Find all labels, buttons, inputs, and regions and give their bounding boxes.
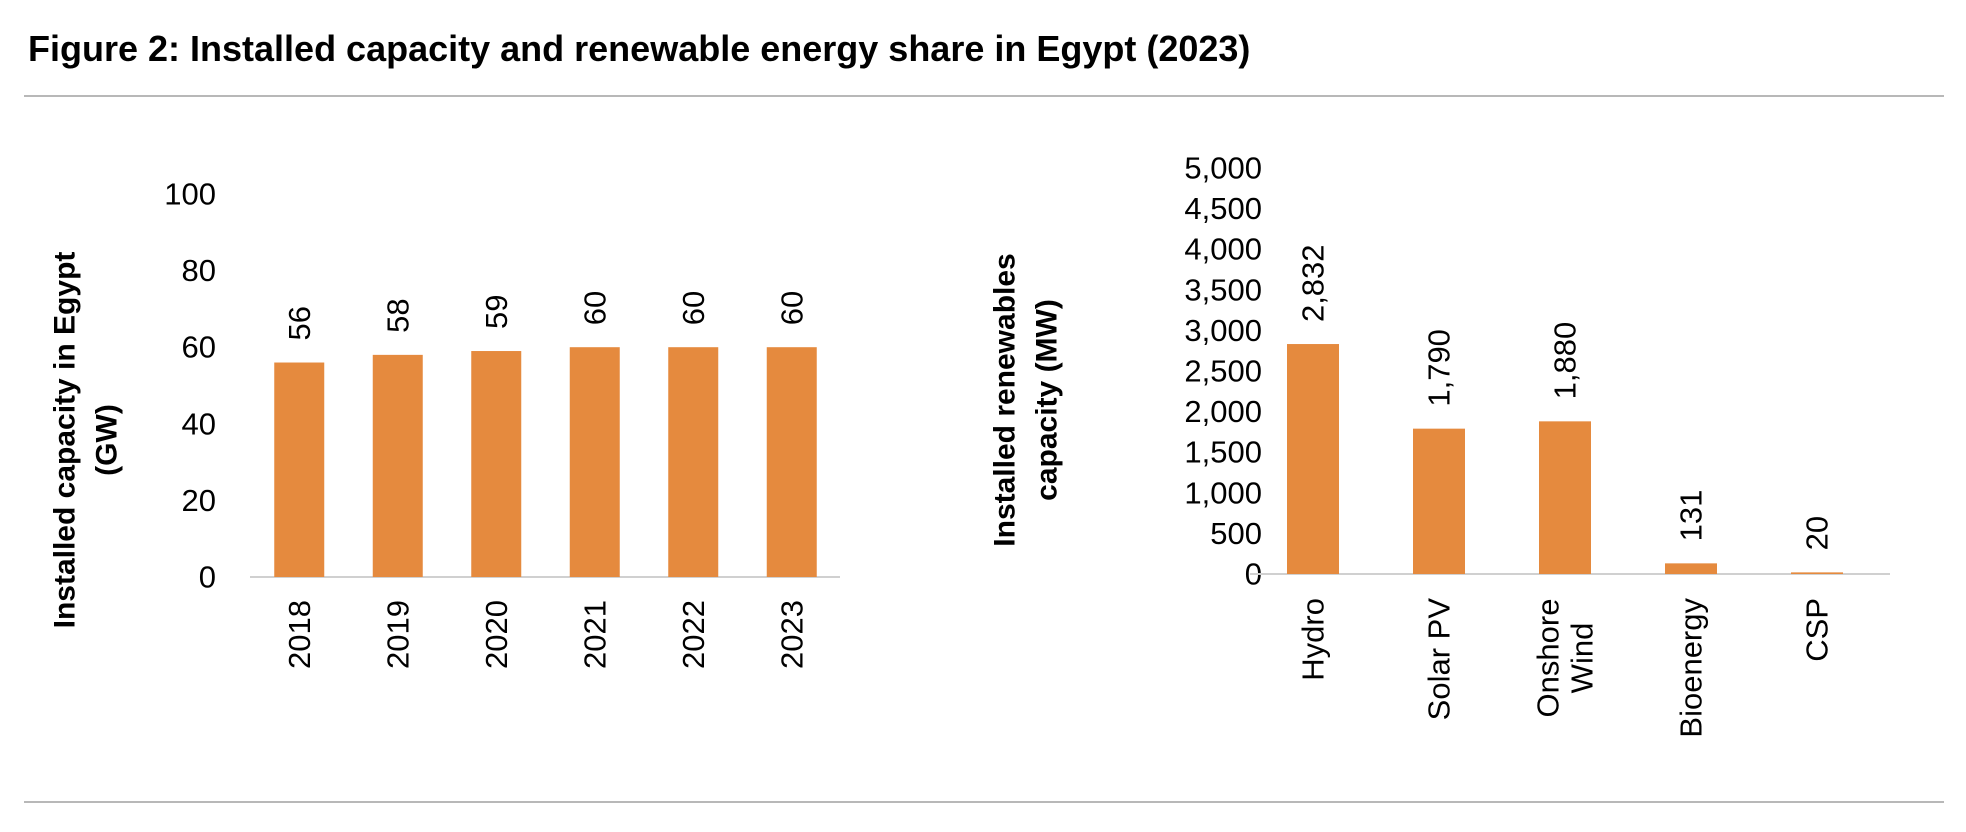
- data-label-capacity: 60: [577, 291, 612, 325]
- bar-capacity-2020: [471, 351, 522, 577]
- x-tick-label-renewables: Bioenergy: [1674, 598, 1709, 738]
- y-tick-label-renewables: 4,000: [1184, 232, 1262, 267]
- x-tick-label-renewables: Onshore: [1531, 599, 1566, 718]
- bar-capacity-2021: [569, 347, 620, 577]
- bar-renewables-csp: [1791, 572, 1843, 574]
- data-label-renewables: 1,880: [1548, 322, 1583, 400]
- x-tick-label-capacity: 2020: [479, 600, 514, 669]
- data-label-capacity: 58: [380, 298, 415, 332]
- y-tick-label-renewables: 2,500: [1184, 354, 1262, 389]
- bar-capacity-2019: [372, 354, 423, 577]
- installed-capacity-chart: Installed capacity in Egypt (GW) 0 20 40 60 80…: [49, 177, 840, 669]
- x-tick-label-renewables: Solar PV: [1422, 598, 1457, 721]
- x-tick-label-renewables: Wind: [1565, 623, 1600, 694]
- y-tick-label-capacity: 100: [164, 177, 216, 212]
- bar-capacity-2018: [274, 362, 325, 577]
- data-label-capacity: 59: [479, 295, 514, 329]
- y-tick-label-capacity: 0: [199, 560, 216, 595]
- y-axis-title-capacity-line-1: Installed capacity in Egypt: [49, 252, 82, 629]
- y-tick-label-renewables: 4,500: [1184, 191, 1262, 226]
- y-tick-label-capacity: 20: [182, 483, 216, 518]
- data-label-capacity: 60: [774, 291, 809, 325]
- y-tick-label-renewables: 1,000: [1184, 475, 1262, 510]
- data-label-capacity: 56: [282, 306, 317, 340]
- y-tick-label-renewables: 1,500: [1184, 435, 1262, 470]
- data-label-renewables: 2,832: [1296, 244, 1331, 322]
- y-tick-label-capacity: 40: [182, 406, 216, 441]
- bar-capacity-2023: [766, 347, 817, 577]
- x-tick-label-capacity: 2022: [676, 600, 711, 669]
- bar-renewables-solar-pv: [1413, 428, 1465, 574]
- x-tick-label-capacity: 2019: [380, 600, 415, 669]
- y-tick-label-renewables: 500: [1210, 516, 1262, 551]
- data-label-capacity: 60: [676, 291, 711, 325]
- y-axis-title-renewables-line-1: Installed renewables: [989, 253, 1022, 546]
- data-label-renewables: 1,790: [1422, 329, 1457, 407]
- figure-title: Figure 2: Installed capacity and renewab…: [28, 28, 1251, 69]
- y-tick-label-renewables: 5,000: [1184, 151, 1262, 186]
- y-tick-label-renewables: 2,000: [1184, 394, 1262, 429]
- bar-capacity-2022: [668, 347, 719, 577]
- x-tick-label-renewables: Hydro: [1296, 598, 1331, 681]
- data-label-renewables: 20: [1800, 516, 1835, 550]
- y-axis-title-capacity-line-2: (GW): [91, 404, 124, 476]
- x-tick-label-capacity: 2021: [577, 600, 612, 669]
- y-tick-label-capacity: 60: [182, 330, 216, 365]
- x-tick-label-capacity: 2018: [282, 600, 317, 669]
- y-tick-label-renewables: 3,000: [1184, 313, 1262, 348]
- bar-renewables-bioenergy: [1665, 563, 1717, 574]
- bar-renewables-onshore-wind: [1539, 421, 1591, 574]
- top-rule: [24, 95, 1944, 97]
- y-tick-label-renewables: 3,500: [1184, 272, 1262, 307]
- bar-renewables-hydro: [1287, 344, 1339, 574]
- y-axis-title-renewables-line-2: capacity (MW): [1031, 299, 1064, 501]
- renewables-capacity-chart: Installed renewables capacity (MW)05001,0…: [989, 151, 1890, 738]
- bottom-rule: [24, 801, 1944, 803]
- x-tick-label-renewables: CSP: [1800, 598, 1835, 662]
- data-label-renewables: 131: [1674, 490, 1709, 542]
- x-tick-label-capacity: 2023: [774, 600, 809, 669]
- y-tick-label-capacity: 80: [182, 253, 216, 288]
